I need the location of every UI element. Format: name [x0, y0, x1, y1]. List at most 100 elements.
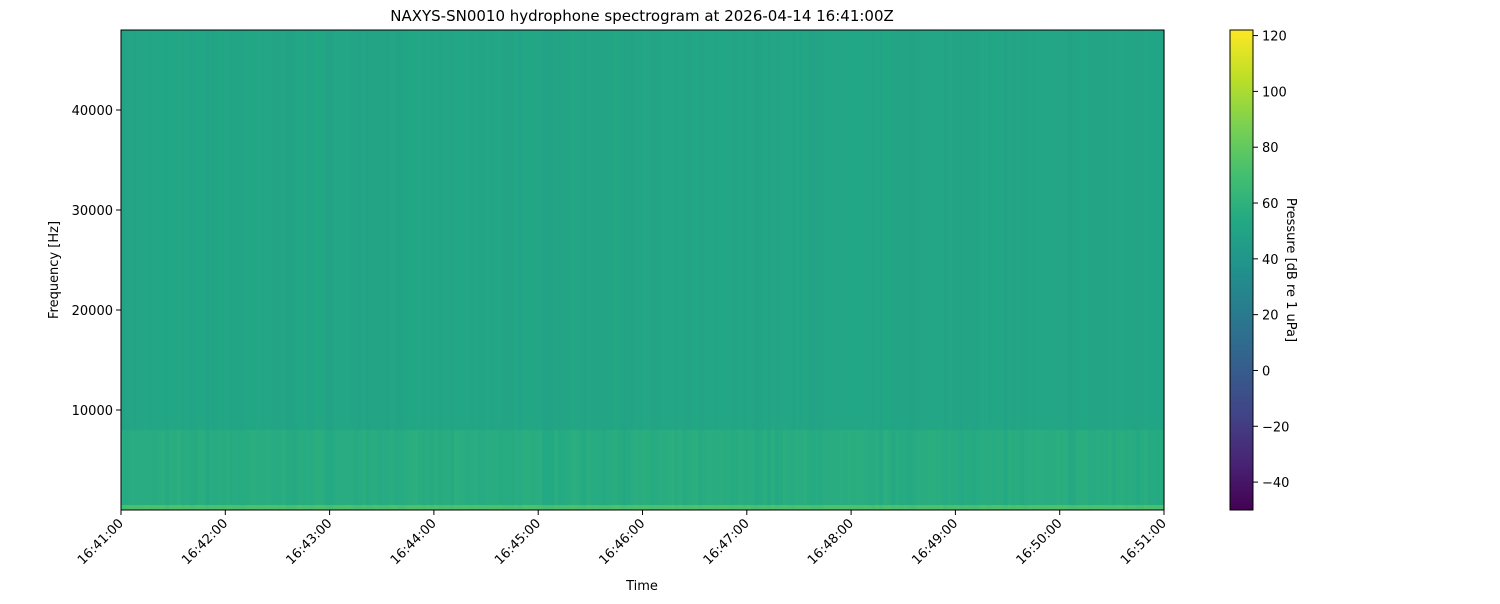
spectrogram-cell: [530, 505, 535, 510]
spectrogram-cell: [730, 430, 736, 505]
spectrogram-cell: [702, 430, 708, 505]
spectrogram-cell: [369, 505, 375, 510]
spectrogram-cell: [293, 430, 299, 505]
spectrogram-cell: [494, 30, 499, 430]
spectrogram-cell: [995, 30, 1001, 430]
spectrogram-cell: [305, 30, 311, 430]
spectrogram-cell: [213, 505, 218, 510]
spectrogram-cell: [638, 30, 644, 430]
spectrogram-cell: [650, 30, 656, 430]
spectrogram-cell: [835, 30, 840, 430]
spectrogram-cell: [1071, 30, 1077, 430]
spectrogram-cell: [385, 430, 391, 505]
spectrogram-cell: [337, 30, 343, 430]
colorbar-axis: −40 −20 0 20 40 60 80 100 120: [1253, 30, 1289, 491]
spectrogram-cell: [582, 30, 587, 430]
spectrogram-cell: [381, 430, 387, 505]
spectrogram-cell: [253, 505, 258, 510]
spectrogram-cell: [1091, 430, 1097, 505]
spectrogram-cell: [441, 430, 447, 505]
spectrogram-cell: [161, 430, 166, 505]
spectrogram-cell: [1063, 505, 1069, 510]
spectrogram-cell: [149, 430, 154, 505]
spectrogram-cell: [746, 505, 752, 510]
spectrogram-cell: [445, 430, 451, 505]
spectrogram-cell: [943, 505, 948, 510]
spectrogram-cell: [425, 30, 431, 430]
spectrogram-cell: [405, 30, 411, 430]
spectrogram-cell: [907, 505, 912, 510]
spectrogram-cell: [453, 430, 459, 505]
spectrogram-cell: [1055, 505, 1061, 510]
spectrogram-cell: [574, 430, 579, 505]
colorbar-tick-label: 100: [1262, 85, 1287, 100]
spectrogram-cell: [1103, 505, 1109, 510]
spectrogram-cell: [285, 505, 291, 510]
x-tick-label: 16:43:00: [284, 516, 336, 568]
spectrogram-cell: [598, 30, 603, 430]
spectrogram-cell: [895, 505, 900, 510]
spectrogram-cell: [157, 505, 162, 510]
spectrogram-cell: [409, 430, 415, 505]
spectrogram-cell: [433, 30, 439, 430]
spectrogram-cell: [931, 30, 936, 430]
spectrogram-cell: [1055, 30, 1061, 430]
spectrogram-cell: [1151, 30, 1157, 430]
spectrogram-cell: [750, 505, 756, 510]
colorbar-tick-label: 40: [1262, 253, 1279, 268]
spectrogram-cell: [947, 505, 952, 510]
spectrogram-cell: [979, 430, 985, 505]
spectrogram-cell: [646, 30, 652, 430]
spectrogram-cell: [550, 30, 555, 430]
spectrogram-cell: [754, 505, 760, 510]
spectrogram-cell: [855, 505, 860, 510]
spectrogram-cell: [1039, 430, 1045, 505]
spectrogram-cell: [449, 30, 455, 430]
spectrogram-cell: [710, 505, 716, 510]
spectrogram-cell: [1019, 30, 1025, 430]
spectrogram-cell: [754, 30, 760, 430]
spectrogram-cell: [626, 505, 632, 510]
spectrogram-cell: [125, 430, 130, 505]
spectrogram-cell: [225, 430, 230, 505]
spectrogram-cell: [602, 505, 607, 510]
spectrogram-cell: [819, 430, 824, 505]
spectrogram-cell: [714, 505, 720, 510]
spectrogram-cell: [794, 505, 800, 510]
spectrogram-cell: [329, 30, 335, 430]
spectrogram-cell: [963, 430, 969, 505]
spectrogram-cell: [482, 505, 487, 510]
spectrogram-cell: [349, 505, 355, 510]
spectrogram-cell: [349, 30, 355, 430]
spectrogram-cell: [478, 30, 483, 430]
spectrogram-cell: [742, 430, 748, 505]
spectrogram-cell: [277, 430, 283, 505]
spectrogram-cell: [955, 30, 961, 430]
spectrogram-cell: [722, 430, 728, 505]
spectrogram-cell: [137, 30, 142, 430]
spectrogram-cell: [658, 30, 664, 430]
spectrogram-cell: [441, 30, 447, 430]
spectrogram-cell: [927, 430, 932, 505]
spectrogram-cell: [241, 505, 246, 510]
spectrogram-cell: [883, 505, 888, 510]
spectrogram-cell: [670, 30, 676, 430]
spectrogram-cell: [502, 505, 507, 510]
spectrogram-cell: [614, 430, 620, 505]
spectrogram-cell: [542, 430, 547, 505]
spectrogram-cell: [217, 430, 222, 505]
spectrogram-cell: [550, 430, 555, 505]
spectrogram-cell: [125, 30, 130, 430]
spectrogram-cell: [706, 430, 712, 505]
spectrogram-cell: [1095, 505, 1101, 510]
spectrogram-cell: [887, 505, 892, 510]
spectrogram-cell: [927, 505, 932, 510]
spectrogram-cell: [1103, 430, 1109, 505]
x-tick-label: 16:46:00: [596, 516, 648, 568]
spectrogram-cell: [1079, 505, 1085, 510]
spectrogram-cell: [273, 30, 279, 430]
spectrogram-cell: [674, 30, 680, 430]
spectrogram-cell: [726, 430, 732, 505]
spectrogram-cell: [337, 505, 343, 510]
spectrogram-cell: [1007, 505, 1013, 510]
